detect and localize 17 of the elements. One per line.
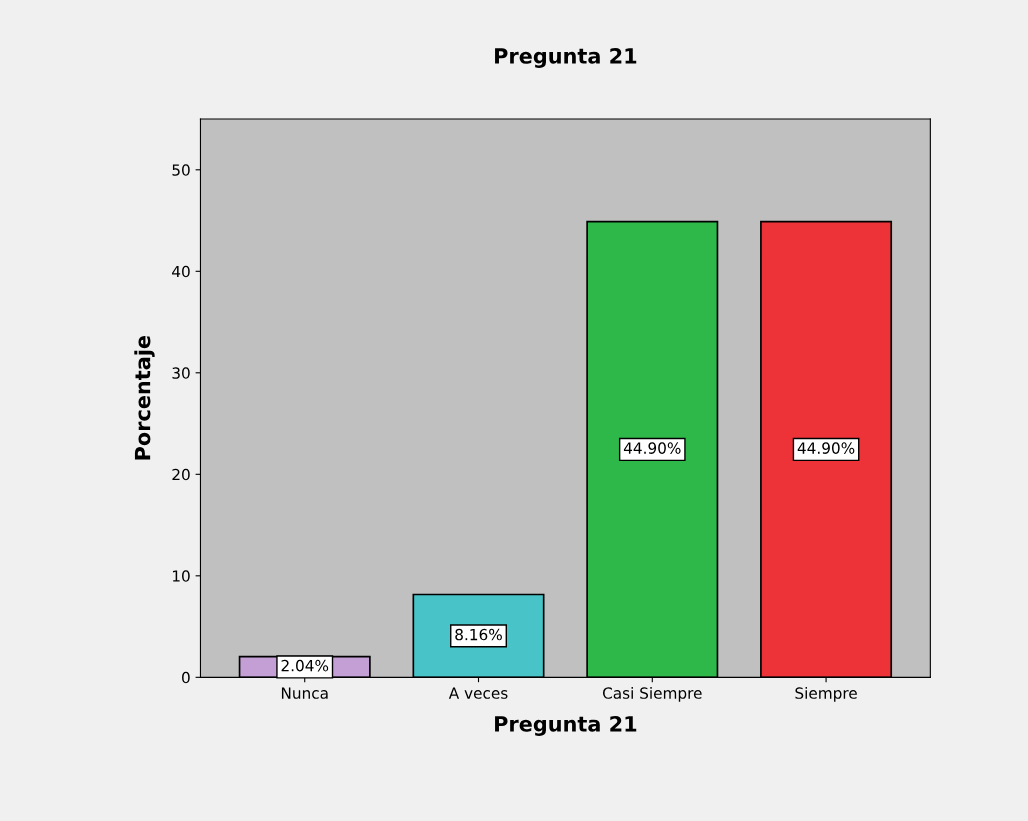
chart-title: Pregunta 21: [495, 48, 637, 68]
y-tick-label: 0: [182, 671, 190, 684]
data-label: 44.90%: [797, 442, 855, 454]
y-tick-label: 10: [172, 570, 190, 582]
y-tick-label: 20: [172, 468, 190, 481]
data-label: 44.90%: [623, 442, 681, 454]
y-axis-title: Porcentaje: [134, 335, 155, 460]
y-tick-label: 30: [172, 367, 190, 379]
x-tick-label: A veces: [448, 687, 508, 699]
y-tick-label: 50: [172, 164, 190, 176]
y-tick-label: 40: [172, 265, 190, 278]
x-tick-label: Siempre: [795, 687, 857, 702]
x-tick-label: Casi Siempre: [602, 687, 702, 702]
data-label: 2.04%: [281, 659, 329, 672]
data-label: 8.16%: [455, 628, 502, 641]
x-axis-title: Pregunta 21: [495, 715, 637, 736]
x-tick-label: Nunca: [281, 687, 328, 699]
